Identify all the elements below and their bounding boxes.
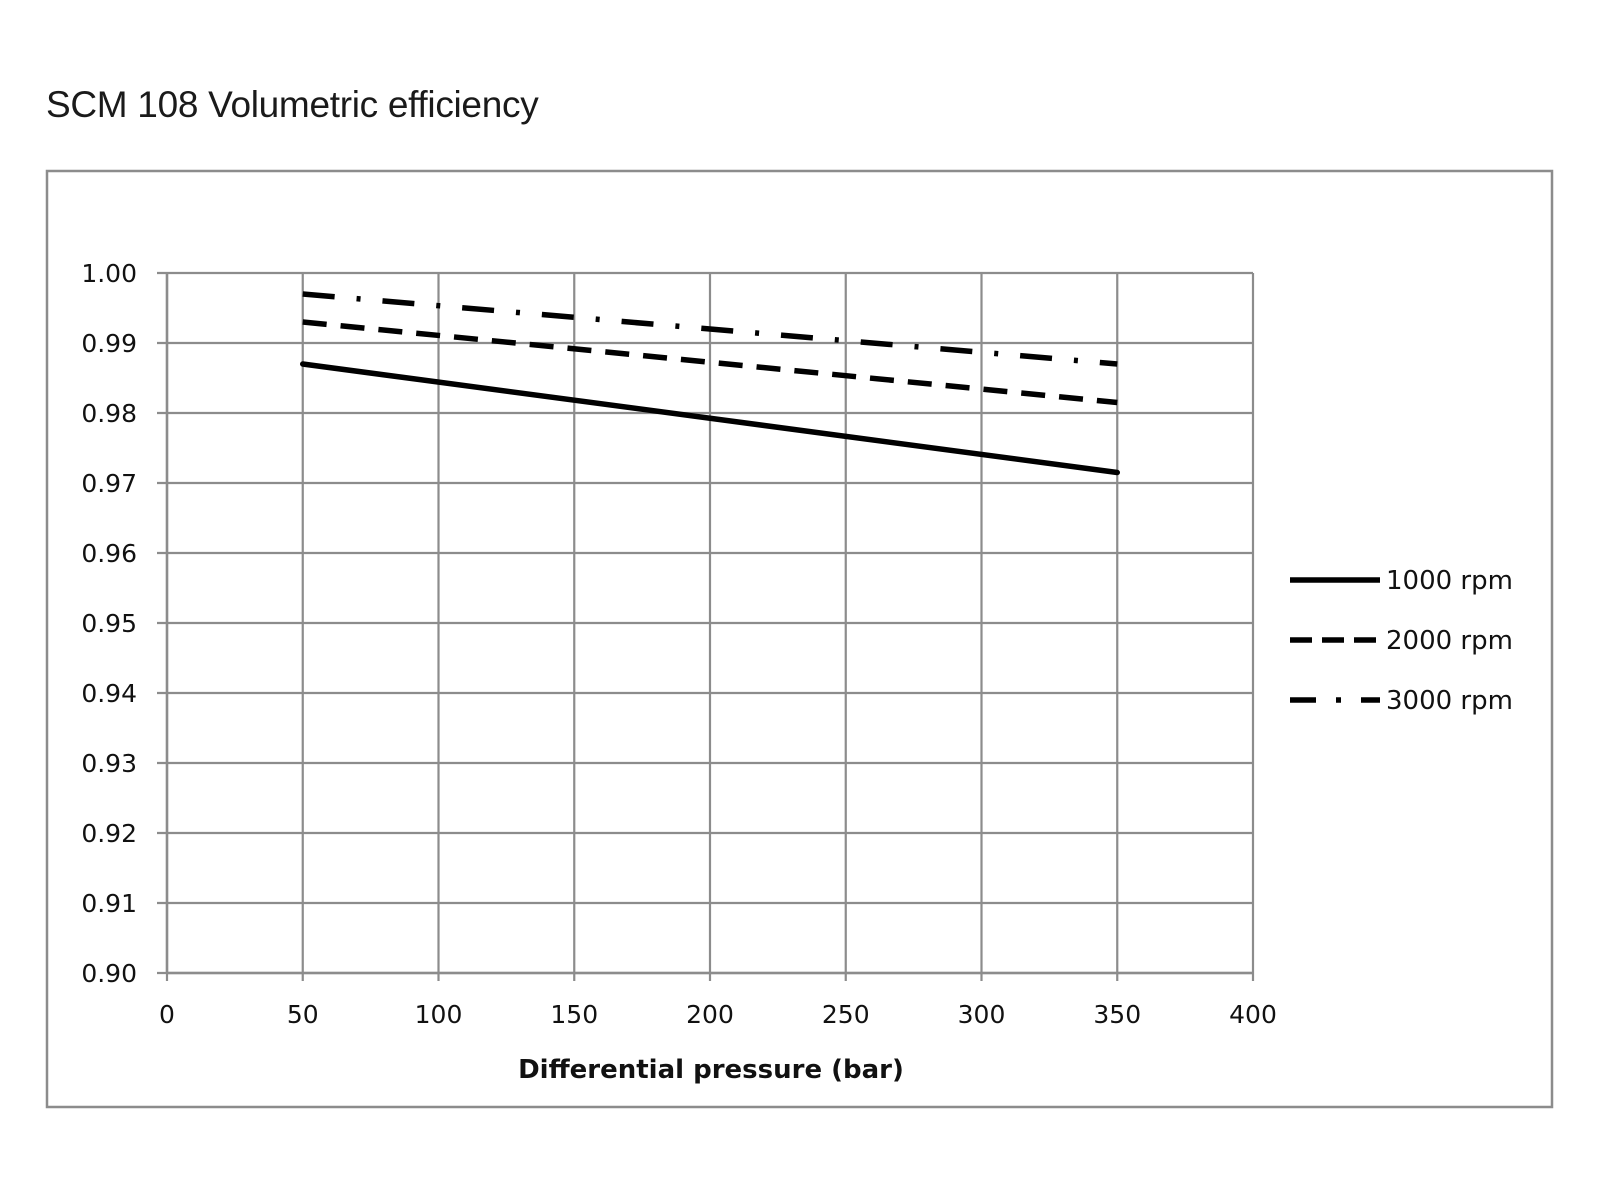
chart-frame: [45, 169, 1554, 1109]
tick-labels: 1.00 0.99 0.98 0.97 0.96 0.95 0.94 0.93 0.92 0.91…: [81, 259, 1277, 1029]
grid: [157, 271, 1255, 981]
legend-label: 1000 rpm: [1386, 566, 1513, 596]
series-lines: [300, 291, 1120, 476]
x-tick-label: 400: [1229, 1000, 1277, 1029]
legend-label: 3000 rpm: [1386, 686, 1513, 716]
x-tick-label: 100: [415, 1000, 463, 1029]
y-tick-label: 0.94: [81, 679, 137, 708]
series-line-3000-rpm: [302, 291, 1118, 367]
x-tick-label: 300: [958, 1000, 1006, 1029]
x-axis-title: Differential pressure (bar): [518, 1055, 904, 1085]
series-line-1000-rpm: [300, 361, 1120, 476]
y-tick-label: 0.91: [81, 889, 137, 918]
legend-label: 2000 rpm: [1386, 626, 1513, 656]
axes: [165, 273, 1253, 975]
x-tick-label: 0: [159, 1000, 175, 1029]
x-tick-label: 350: [1093, 1000, 1141, 1029]
y-tick-label: 0.92: [81, 819, 137, 848]
y-tick-label: 1.00: [81, 259, 137, 288]
y-tick-label: 0.93: [81, 749, 137, 778]
x-tick-label: 150: [550, 1000, 598, 1029]
y-tick-label: 0.95: [81, 609, 137, 638]
y-tick-label: 0.99: [81, 329, 137, 358]
series-line-2000-rpm: [302, 319, 1118, 406]
chart-title: SCM 108 Volumetric efficiency: [46, 84, 539, 125]
y-tick-label: 0.97: [81, 469, 137, 498]
x-tick-label: 200: [686, 1000, 734, 1029]
y-tick-label: 0.96: [81, 539, 137, 568]
y-tick-label: 0.98: [81, 399, 137, 428]
legend: 1000 rpm 2000 rpm 3000 rpm: [1290, 566, 1513, 716]
x-tick-label: 250: [822, 1000, 870, 1029]
x-tick-label: 50: [287, 1000, 319, 1029]
y-tick-label: 0.90: [81, 959, 137, 988]
